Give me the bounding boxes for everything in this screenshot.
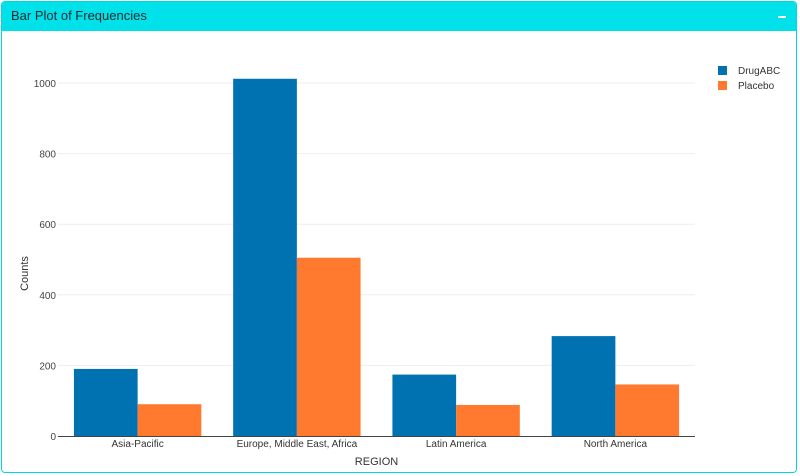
panel-title: Bar Plot of Frequencies <box>11 8 147 23</box>
bar-placebo <box>296 257 361 436</box>
bar-placebo <box>456 404 520 436</box>
y-tick-label: 1000 <box>34 79 57 90</box>
y-tick-label: 800 <box>39 150 56 161</box>
bar-placebo <box>615 384 680 436</box>
bar-drugabc <box>392 374 457 436</box>
bar-placebo <box>137 404 202 436</box>
bar-drugabc <box>73 368 138 436</box>
x-tick-label: Latin America <box>426 439 487 450</box>
panel-header: Bar Plot of Frequencies <box>2 2 796 31</box>
x-tick-label: Europe, Middle East, Africa <box>237 439 358 450</box>
x-tick-label: Asia-Pacific <box>112 439 164 450</box>
minus-icon <box>778 16 786 18</box>
collapse-button[interactable] <box>774 6 790 24</box>
bar-drugabc <box>551 336 616 436</box>
x-axis-title: REGION <box>355 456 398 468</box>
y-tick-label: 0 <box>50 432 56 443</box>
y-tick-label: 600 <box>39 220 56 231</box>
y-tick-label: 400 <box>39 291 56 302</box>
legend-label-drugabc: DrugABC <box>738 66 780 77</box>
y-axis-title: Counts <box>19 256 31 291</box>
x-tick-label: North America <box>584 439 648 450</box>
legend-swatch-drugabc <box>718 66 727 75</box>
bar-chart: 0 200 400 600 800 1000 Asia-Pacific Europe, Mid… <box>19 66 780 468</box>
y-tick-label: 200 <box>39 361 56 372</box>
legend-label-placebo: Placebo <box>738 81 775 92</box>
bar-drugabc <box>233 78 297 436</box>
legend-swatch-placebo <box>718 81 727 90</box>
chart-area: 0 200 400 600 800 1000 Asia-Pacific Europe, Mid… <box>2 31 796 472</box>
